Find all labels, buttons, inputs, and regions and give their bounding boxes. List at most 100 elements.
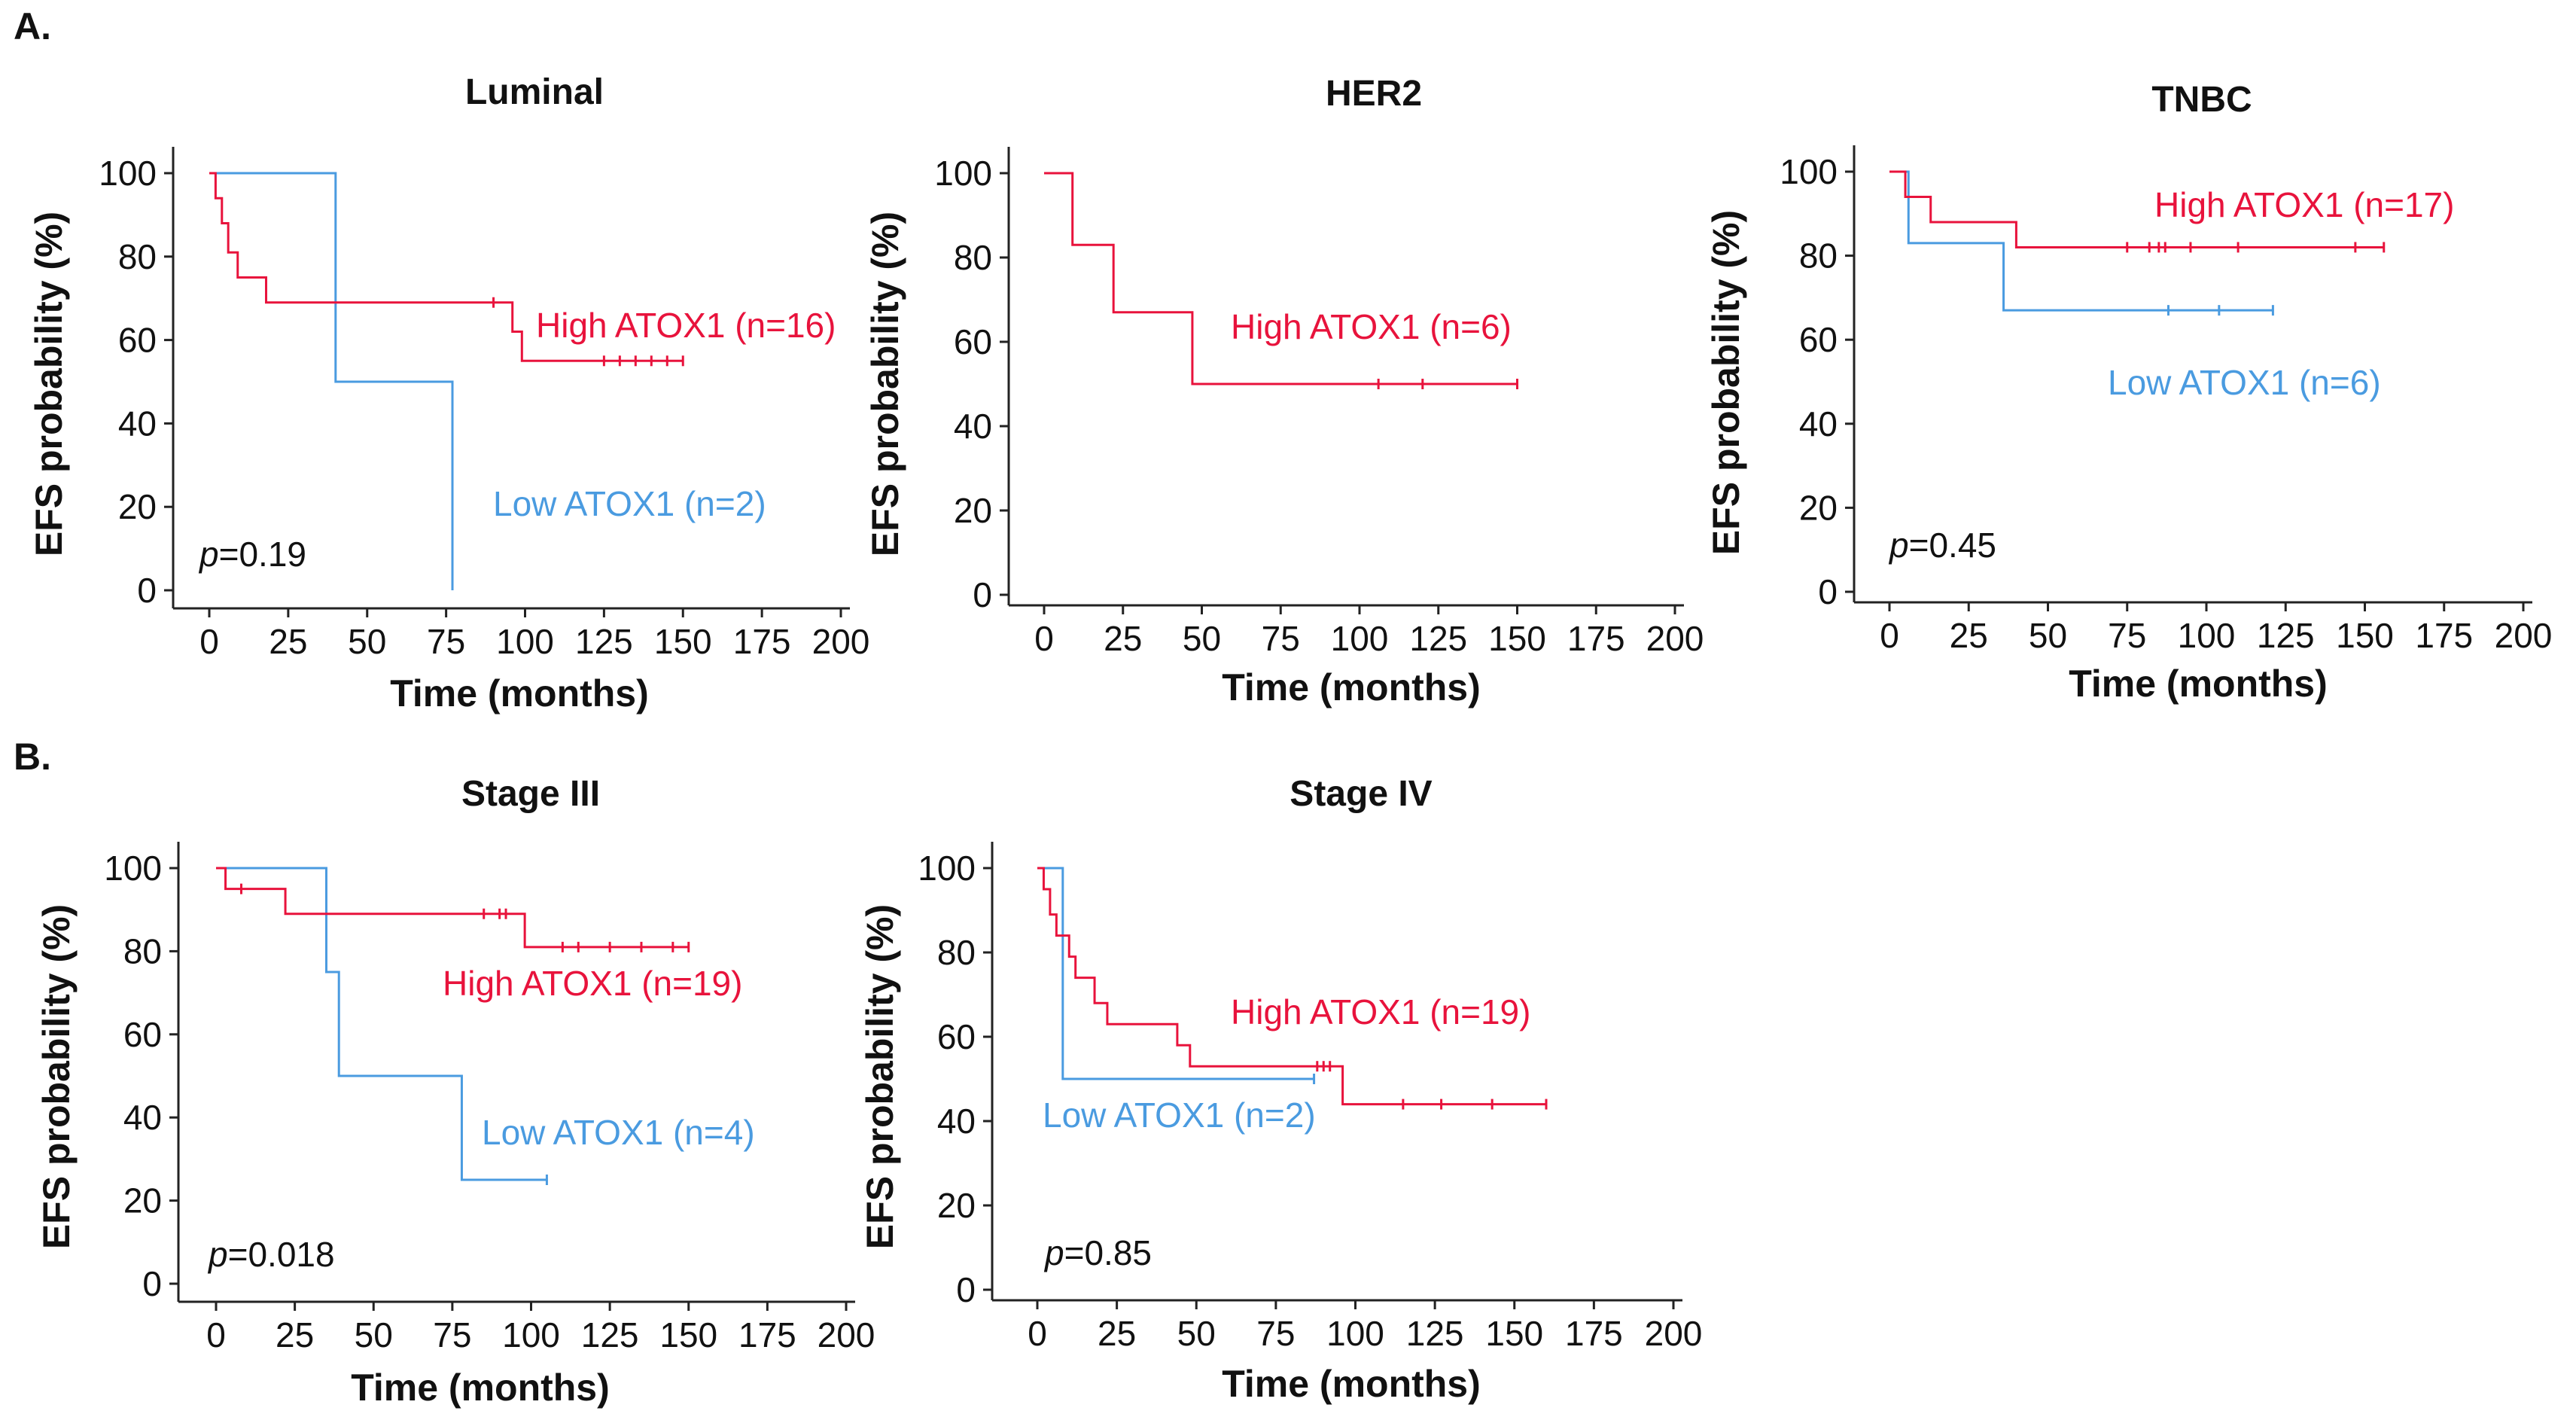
p-value-symbol: p bbox=[1043, 1233, 1064, 1272]
x-tick-label: 150 bbox=[1485, 1314, 1543, 1353]
series-label-high-atox1-n-6: High ATOX1 (n=6) bbox=[1231, 307, 1512, 346]
km-curve-high-atox1-n-17 bbox=[1889, 170, 2384, 248]
x-tick-label: 75 bbox=[427, 622, 465, 661]
y-tick-label: 40 bbox=[1799, 404, 1838, 443]
chart-stage-iii: Stage III 0 20 40 60 80 100 0 25 50 75 100 125 150 175… bbox=[35, 774, 875, 1409]
y-tick-label: 60 bbox=[118, 321, 157, 360]
x-tick-label: 75 bbox=[2108, 616, 2146, 655]
x-tick-label: 0 bbox=[1034, 619, 1054, 658]
x-tick-label: 175 bbox=[2415, 616, 2473, 655]
p-value-label: p=0.45 bbox=[1888, 526, 1996, 565]
y-axis-label: EFS probability (%) bbox=[28, 212, 70, 556]
y-tick-label: 20 bbox=[937, 1186, 976, 1225]
y-axis-label: EFS probability (%) bbox=[35, 904, 78, 1249]
p-value-label: p=0.018 bbox=[207, 1235, 335, 1274]
x-tick-label: 100 bbox=[1326, 1314, 1384, 1353]
y-tick-label: 60 bbox=[123, 1015, 162, 1054]
x-tick-label: 125 bbox=[1409, 619, 1467, 658]
x-tick-label: 0 bbox=[206, 1315, 226, 1354]
y-tick-label: 40 bbox=[937, 1102, 976, 1141]
x-tick-label: 25 bbox=[1098, 1314, 1136, 1353]
y-tick-label: 60 bbox=[1799, 320, 1838, 359]
x-tick-label: 50 bbox=[1177, 1314, 1216, 1353]
x-tick-label: 25 bbox=[1104, 619, 1142, 658]
y-tick-label: 0 bbox=[973, 575, 992, 614]
y-tick-label: 0 bbox=[956, 1270, 976, 1309]
x-tick-label: 50 bbox=[2029, 616, 2067, 655]
x-tick-label: 25 bbox=[269, 622, 307, 661]
x-tick-label: 125 bbox=[1406, 1314, 1464, 1353]
y-tick-label: 60 bbox=[954, 322, 992, 361]
series-label-low-atox1-n-2: Low ATOX1 (n=2) bbox=[1043, 1095, 1316, 1135]
y-axis-label: EFS probability (%) bbox=[864, 212, 906, 556]
x-tick-label: 150 bbox=[654, 622, 712, 661]
y-tick-label: 20 bbox=[123, 1181, 162, 1220]
series-label-high-atox1-n-16: High ATOX1 (n=16) bbox=[536, 306, 836, 345]
chart-her2: HER2 0 20 40 60 80 100 0 25 50 75 100 125 150 175 200 Ti… bbox=[864, 74, 1704, 708]
x-axis-label: Time (months) bbox=[390, 672, 649, 715]
series-label-low-atox1-n-4: Low ATOX1 (n=4) bbox=[482, 1113, 755, 1152]
x-tick-label: 50 bbox=[355, 1315, 393, 1354]
chart-title: HER2 bbox=[1326, 74, 1422, 114]
x-tick-label: 0 bbox=[199, 622, 219, 661]
y-axis-label: EFS probability (%) bbox=[859, 904, 901, 1249]
x-tick-label: 125 bbox=[2257, 616, 2315, 655]
y-tick-label: 60 bbox=[937, 1017, 976, 1056]
km-curve-high-atox1-n-6 bbox=[1044, 172, 1518, 385]
p-value-symbol: p bbox=[198, 535, 219, 574]
chart-title: Luminal bbox=[465, 72, 604, 112]
x-axis-label: Time (months) bbox=[351, 1367, 610, 1409]
km-curve-high-atox1-n-16 bbox=[209, 172, 684, 362]
x-tick-label: 150 bbox=[2336, 616, 2394, 655]
y-tick-label: 80 bbox=[1799, 236, 1838, 276]
series-label-high-atox1-n-19: High ATOX1 (n=19) bbox=[443, 964, 742, 1003]
x-tick-label: 50 bbox=[1183, 619, 1221, 658]
panel-label-b: B. bbox=[14, 736, 51, 778]
y-tick-label: 20 bbox=[118, 487, 157, 526]
y-tick-label: 100 bbox=[918, 849, 976, 888]
km-curve-low-atox1-n-4 bbox=[216, 867, 547, 1181]
x-tick-label: 50 bbox=[348, 622, 386, 661]
p-value-symbol: p bbox=[1888, 526, 1909, 565]
y-tick-label: 0 bbox=[137, 571, 157, 610]
x-tick-label: 100 bbox=[502, 1315, 560, 1354]
y-tick-label: 80 bbox=[937, 933, 976, 972]
km-curve-high-atox1-n-19 bbox=[216, 867, 689, 949]
x-tick-label: 125 bbox=[575, 622, 633, 661]
x-tick-label: 0 bbox=[1880, 616, 1899, 655]
series-label-high-atox1-n-19: High ATOX1 (n=19) bbox=[1231, 992, 1530, 1031]
x-tick-label: 200 bbox=[1645, 1314, 1703, 1353]
x-tick-label: 100 bbox=[496, 622, 554, 661]
y-tick-label: 80 bbox=[118, 237, 157, 276]
km-curve-low-atox1-n-2 bbox=[209, 172, 454, 590]
p-value-number: =0.19 bbox=[219, 535, 306, 574]
y-tick-label: 40 bbox=[123, 1098, 162, 1137]
y-tick-label: 80 bbox=[123, 931, 162, 971]
p-value-number: =0.018 bbox=[228, 1235, 335, 1274]
y-tick-label: 100 bbox=[934, 154, 992, 193]
x-tick-label: 75 bbox=[1262, 619, 1300, 658]
y-tick-label: 20 bbox=[1799, 488, 1838, 527]
y-tick-label: 40 bbox=[954, 407, 992, 446]
x-tick-label: 150 bbox=[659, 1315, 717, 1354]
p-value-number: =0.45 bbox=[1909, 526, 1996, 565]
x-tick-label: 175 bbox=[738, 1315, 796, 1354]
y-tick-label: 20 bbox=[954, 491, 992, 530]
y-tick-label: 100 bbox=[1780, 152, 1838, 191]
x-tick-label: 75 bbox=[433, 1315, 471, 1354]
x-axis-label: Time (months) bbox=[1222, 1363, 1481, 1405]
chart-tnbc: TNBC 0 20 40 60 80 100 0 25 50 75 100 125 150 175 200 Ti… bbox=[1705, 80, 2552, 705]
x-tick-label: 200 bbox=[818, 1315, 875, 1354]
chart-title: Stage IV bbox=[1290, 774, 1432, 814]
km-curve-high-atox1-n-19 bbox=[1037, 867, 1546, 1106]
p-value-label: p=0.85 bbox=[1043, 1233, 1152, 1272]
y-tick-label: 100 bbox=[99, 154, 157, 193]
x-tick-label: 25 bbox=[1950, 616, 1988, 655]
x-tick-label: 175 bbox=[733, 622, 791, 661]
y-tick-label: 80 bbox=[954, 238, 992, 277]
p-value-symbol: p bbox=[207, 1235, 228, 1274]
panel-label-a: A. bbox=[14, 5, 51, 47]
p-value-number: =0.85 bbox=[1064, 1233, 1152, 1272]
